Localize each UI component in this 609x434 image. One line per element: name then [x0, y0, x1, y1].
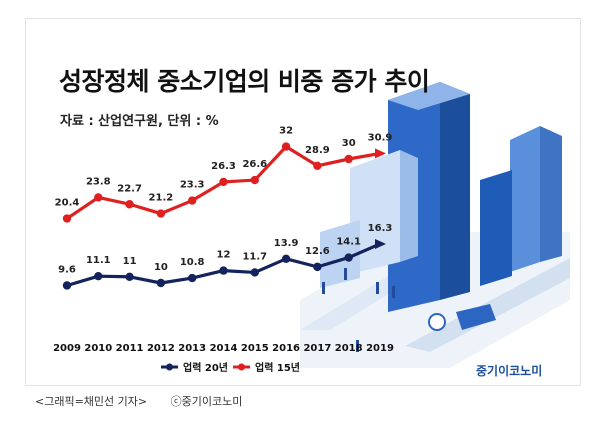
data-label: 26.6 [242, 159, 267, 170]
x-tick-label: 2012 [147, 343, 175, 354]
data-label: 16.3 [368, 223, 393, 234]
data-label: 12 [217, 250, 231, 261]
data-label: 10 [154, 262, 168, 273]
data-point [94, 271, 103, 281]
data-point [250, 268, 259, 277]
legend: 업력 20년 업력 15년 [161, 361, 300, 374]
data-point [313, 161, 322, 171]
data-point [375, 238, 386, 249]
data-point [344, 253, 353, 262]
data-label: 21.2 [149, 193, 174, 204]
data-label: 10.8 [180, 257, 205, 268]
data-label: 30.9 [368, 132, 393, 143]
x-tick-label: 2013 [178, 343, 206, 354]
data-label: 13.9 [274, 238, 299, 249]
data-point [62, 214, 72, 223]
data-point [62, 281, 72, 290]
legend-marker [238, 363, 245, 371]
series-layer: 20.4 23.8 22.7 21.2 23.3 26.3 26.6 32 28.9 30 30.9… [55, 126, 393, 290]
chart-title: 성장정체 중소기업의 비중 증가 추이 [59, 67, 430, 96]
data-label: 11.1 [86, 255, 111, 266]
data-point [219, 266, 228, 275]
data-point [156, 278, 166, 288]
legend-label: 업력 20년 [183, 361, 228, 374]
x-tick-label: 2016 [272, 343, 300, 354]
data-label: 22.7 [117, 183, 142, 194]
data-label: 28.9 [305, 145, 330, 156]
caption: <그래픽=채민선 기자> ⓒ중기이코노미 [35, 393, 262, 409]
data-label: 23.8 [86, 176, 111, 187]
x-tick-label: 2009 [53, 343, 81, 354]
x-tick-label: 2019 [366, 343, 394, 354]
data-point [94, 193, 103, 202]
data-label: 9.6 [58, 264, 76, 275]
data-point [219, 177, 228, 187]
source-note: 자료 : 산업연구원, 단위 : % [60, 114, 219, 129]
data-label: 14.1 [336, 237, 361, 248]
data-point [375, 148, 386, 159]
x-tick-label: 2010 [84, 343, 112, 354]
data-point [188, 273, 197, 283]
data-point [281, 254, 291, 264]
x-tick-label: 2011 [116, 343, 144, 354]
data-label: 20.4 [55, 198, 80, 209]
brand-logo-text: 중기이코노미 [476, 364, 543, 378]
data-label: 30 [342, 138, 356, 149]
data-point [188, 196, 197, 205]
caption-copyright: ⓒ중기이코노미 [170, 395, 243, 408]
data-point [313, 262, 322, 272]
series-1: 9.6 11.1 11 10 10.8 12 11.7 13.9 12.6 14.1 16.3 [58, 223, 392, 290]
city-illustration [300, 82, 570, 368]
data-label: 11 [123, 256, 137, 267]
data-label: 26.3 [211, 161, 236, 172]
legend-label: 업력 15년 [255, 361, 300, 374]
data-label: 12.6 [305, 246, 330, 257]
legend-marker [166, 363, 173, 371]
series-0: 20.4 23.8 22.7 21.2 23.3 26.3 26.6 32 28.9 30 30.9 [55, 126, 393, 223]
caption-credit: <그래픽=채민선 기자> [35, 395, 148, 408]
x-axis-ticks: 2009 2010 2011 2012 2013 2014 2015 2016 2017 2018… [53, 343, 394, 354]
x-tick-label: 2014 [210, 343, 238, 354]
data-point [344, 154, 353, 164]
x-tick-label: 2017 [303, 343, 331, 354]
data-point [125, 200, 134, 209]
data-point [125, 272, 134, 281]
data-point [281, 142, 291, 151]
data-label: 23.3 [180, 180, 205, 191]
data-label: 11.7 [242, 251, 267, 262]
x-tick-label: 2018 [335, 343, 363, 354]
x-tick-label: 2015 [241, 343, 269, 354]
data-point [156, 209, 166, 218]
data-label: 32 [279, 126, 293, 137]
data-point [250, 175, 259, 185]
